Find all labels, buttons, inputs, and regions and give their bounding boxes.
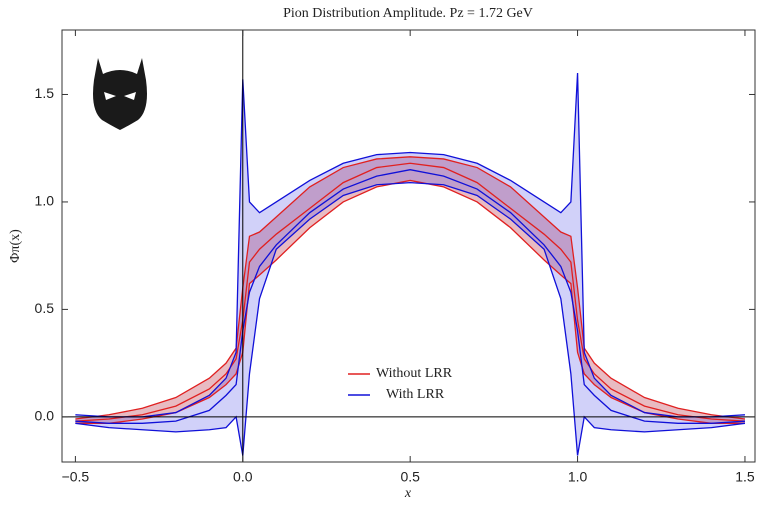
x-tick-label: 0.0 (233, 469, 253, 485)
x-tick-label: 0.5 (400, 469, 420, 485)
band-edge (75, 72, 745, 418)
legend-label: Without LRR (376, 366, 453, 381)
x-axis-label: x (404, 486, 412, 501)
band-edge (75, 181, 746, 456)
band-edge (75, 156, 746, 420)
y-axis-label: Φπ(x) (8, 229, 23, 263)
x-tick-label: 1.5 (735, 469, 755, 485)
line (75, 162, 745, 422)
y-tick-label: 1.0 (35, 193, 55, 209)
legend-label: With LRR (386, 387, 445, 402)
band-edge (75, 179, 745, 424)
y-tick-label: 0.5 (35, 300, 55, 316)
band (75, 156, 745, 424)
line (75, 169, 745, 424)
x-tick-label: 1.0 (568, 469, 588, 485)
mask-icon (93, 58, 147, 130)
y-tick-label: 1.5 (35, 85, 55, 101)
y-tick-label: 0.0 (35, 408, 55, 424)
chart-title: Pion Distribution Amplitude. Pz = 1.72 G… (283, 6, 533, 21)
plot-frame (61, 29, 756, 463)
x-tick-label: −0.5 (62, 469, 90, 485)
